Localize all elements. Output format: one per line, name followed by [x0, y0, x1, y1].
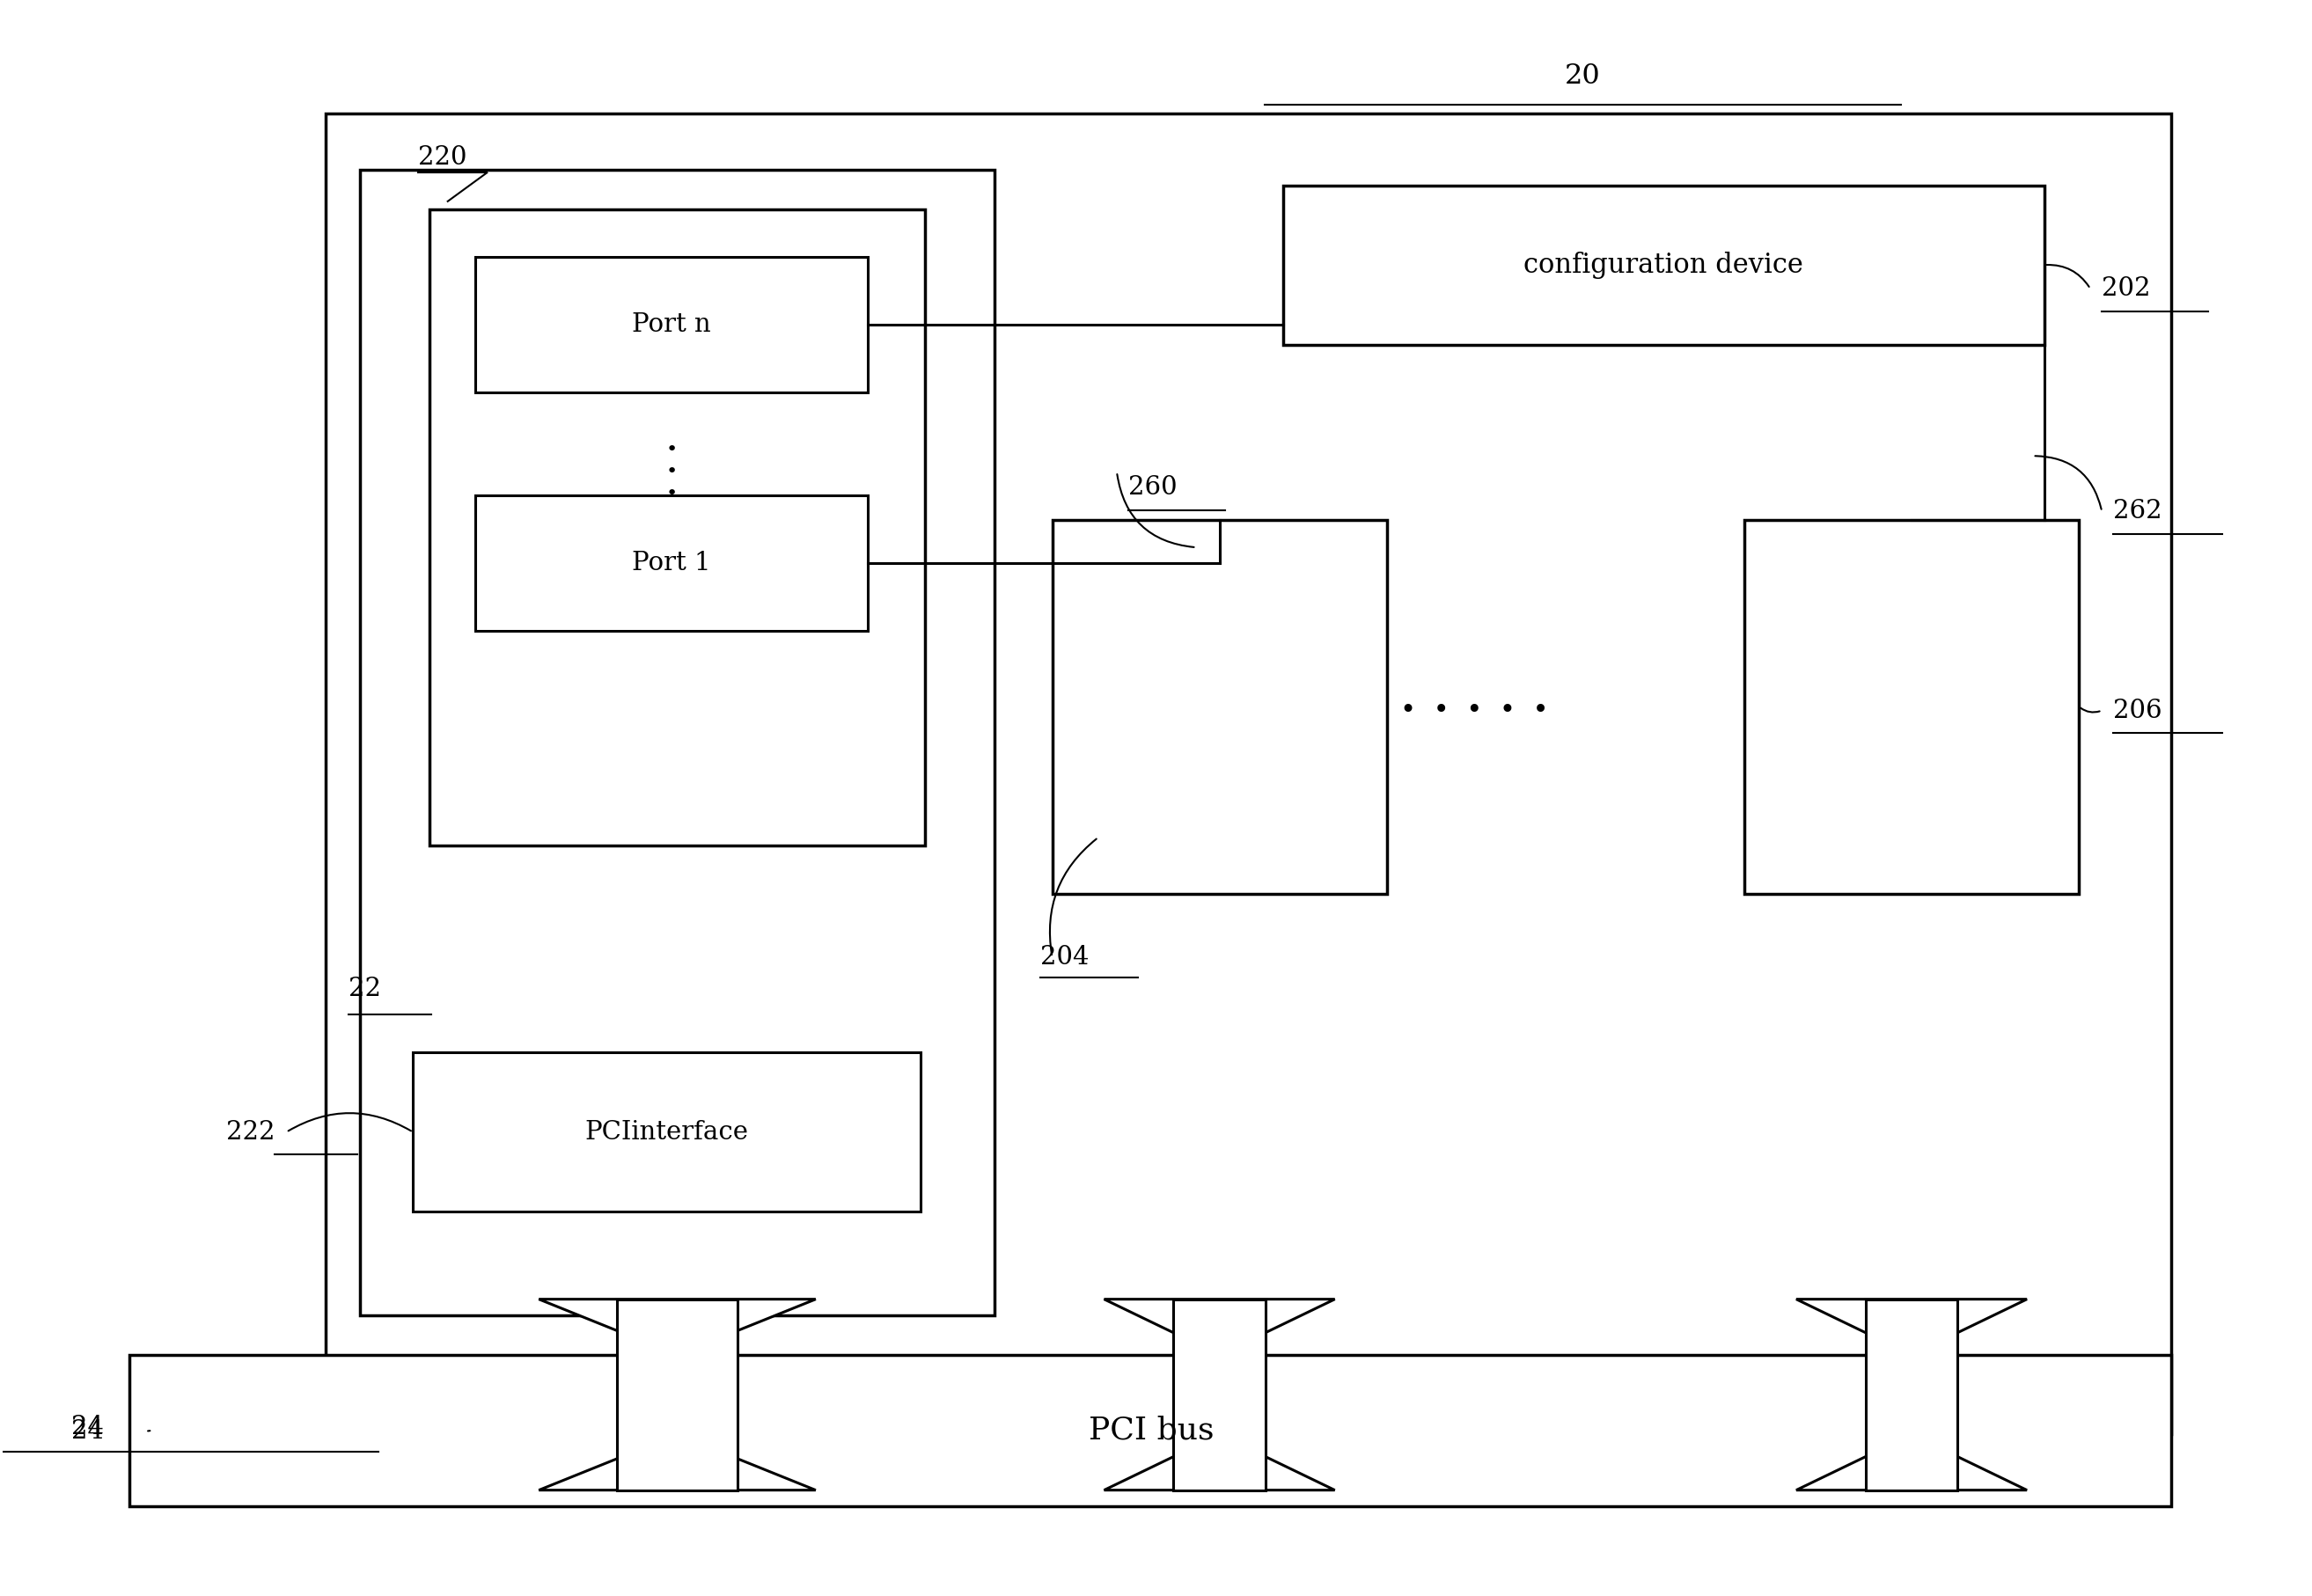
Bar: [476, 496, 867, 630]
Text: configuration device: configuration device: [1524, 251, 1803, 279]
Text: PCIinterface: PCIinterface: [585, 1120, 749, 1144]
Polygon shape: [1796, 1299, 2028, 1355]
Polygon shape: [1796, 1435, 2028, 1491]
Bar: [1866, 1299, 1958, 1491]
Text: •
•
•: • • •: [666, 440, 677, 503]
Polygon shape: [1105, 1435, 1334, 1491]
Polygon shape: [539, 1299, 816, 1355]
Bar: [414, 1053, 920, 1211]
Bar: [617, 1299, 738, 1491]
Bar: [326, 113, 2171, 1435]
Polygon shape: [1105, 1299, 1334, 1355]
Bar: [430, 209, 925, 846]
Text: 202: 202: [2102, 276, 2150, 302]
Bar: [361, 169, 994, 1315]
Bar: [1172, 1299, 1265, 1491]
Bar: [1283, 185, 2044, 345]
Text: 206: 206: [2113, 697, 2162, 723]
Bar: [129, 1355, 2171, 1507]
Text: 22: 22: [349, 977, 381, 1001]
Text: 20: 20: [1565, 62, 1600, 89]
Text: 220: 220: [418, 145, 467, 169]
Text: Port 1: Port 1: [631, 551, 710, 576]
Bar: [476, 257, 867, 393]
Bar: [1743, 520, 2078, 894]
Text: 24: 24: [72, 1419, 104, 1443]
Polygon shape: [539, 1435, 816, 1491]
Text: 260: 260: [1128, 476, 1177, 500]
Text: •  •  •  •  •: • • • • •: [1401, 697, 1549, 723]
Text: 204: 204: [1040, 945, 1089, 969]
Text: 222: 222: [227, 1120, 275, 1144]
Text: 24: 24: [72, 1414, 104, 1440]
Text: PCI bus: PCI bus: [1089, 1416, 1214, 1446]
Bar: [1052, 520, 1387, 894]
Text: 262: 262: [2113, 500, 2162, 523]
Text: Port n: Port n: [631, 313, 712, 337]
